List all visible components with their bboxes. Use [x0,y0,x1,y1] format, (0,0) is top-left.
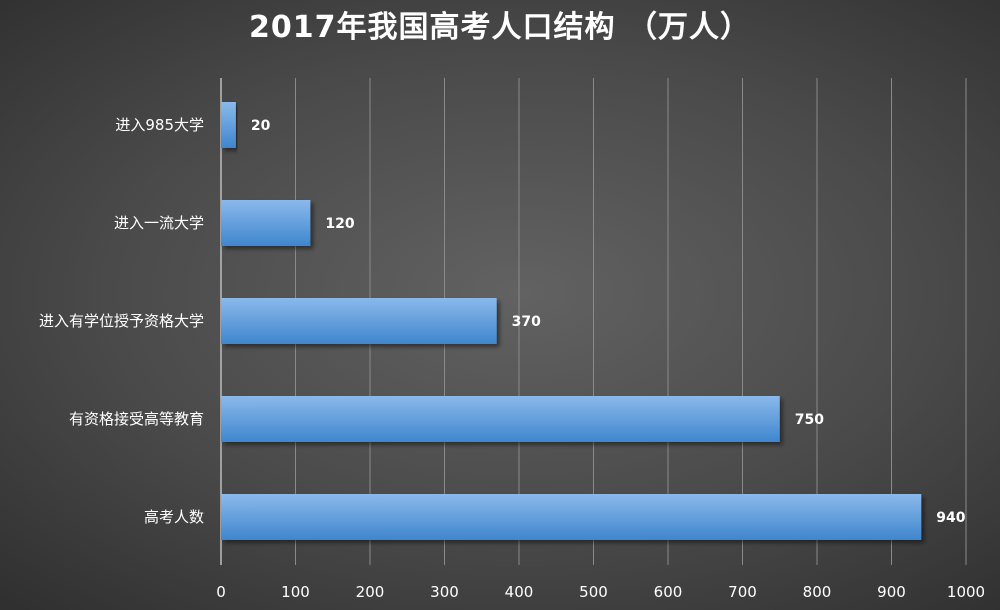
labels: 0 100 200 300 400 500 600 700 800 900 1000 20 进入985大… [39,116,985,601]
bar [221,494,922,540]
bar [221,396,780,442]
category-label: 进入985大学 [115,116,204,134]
x-tick-label: 200 [356,583,385,601]
x-tick-label: 900 [877,583,906,601]
bars [221,102,922,540]
data-label: 940 [936,510,965,526]
data-label: 20 [251,118,271,134]
data-label: 750 [795,412,824,428]
x-tick-label: 500 [579,583,608,601]
x-tick-label: 600 [654,583,683,601]
x-tick-label: 300 [430,583,459,601]
category-label: 进入有学位授予资格大学 [39,312,204,330]
category-label: 高考人数 [144,508,204,526]
x-tick-label: 1000 [947,583,985,601]
x-tick-label: 100 [281,583,310,601]
x-tick-label: 400 [505,583,534,601]
x-tick-label: 800 [803,583,832,601]
x-tick-label: 700 [728,583,757,601]
x-tick-label: 0 [216,583,226,601]
chart-title: 2017年我国高考人口结构 （万人） [249,10,751,45]
bar [221,298,497,344]
bar [221,200,311,246]
category-label: 有资格接受高等教育 [69,410,204,428]
data-label: 120 [325,216,354,232]
category-label: 进入一流大学 [114,214,204,232]
data-label: 370 [512,314,541,330]
bar [221,102,236,148]
